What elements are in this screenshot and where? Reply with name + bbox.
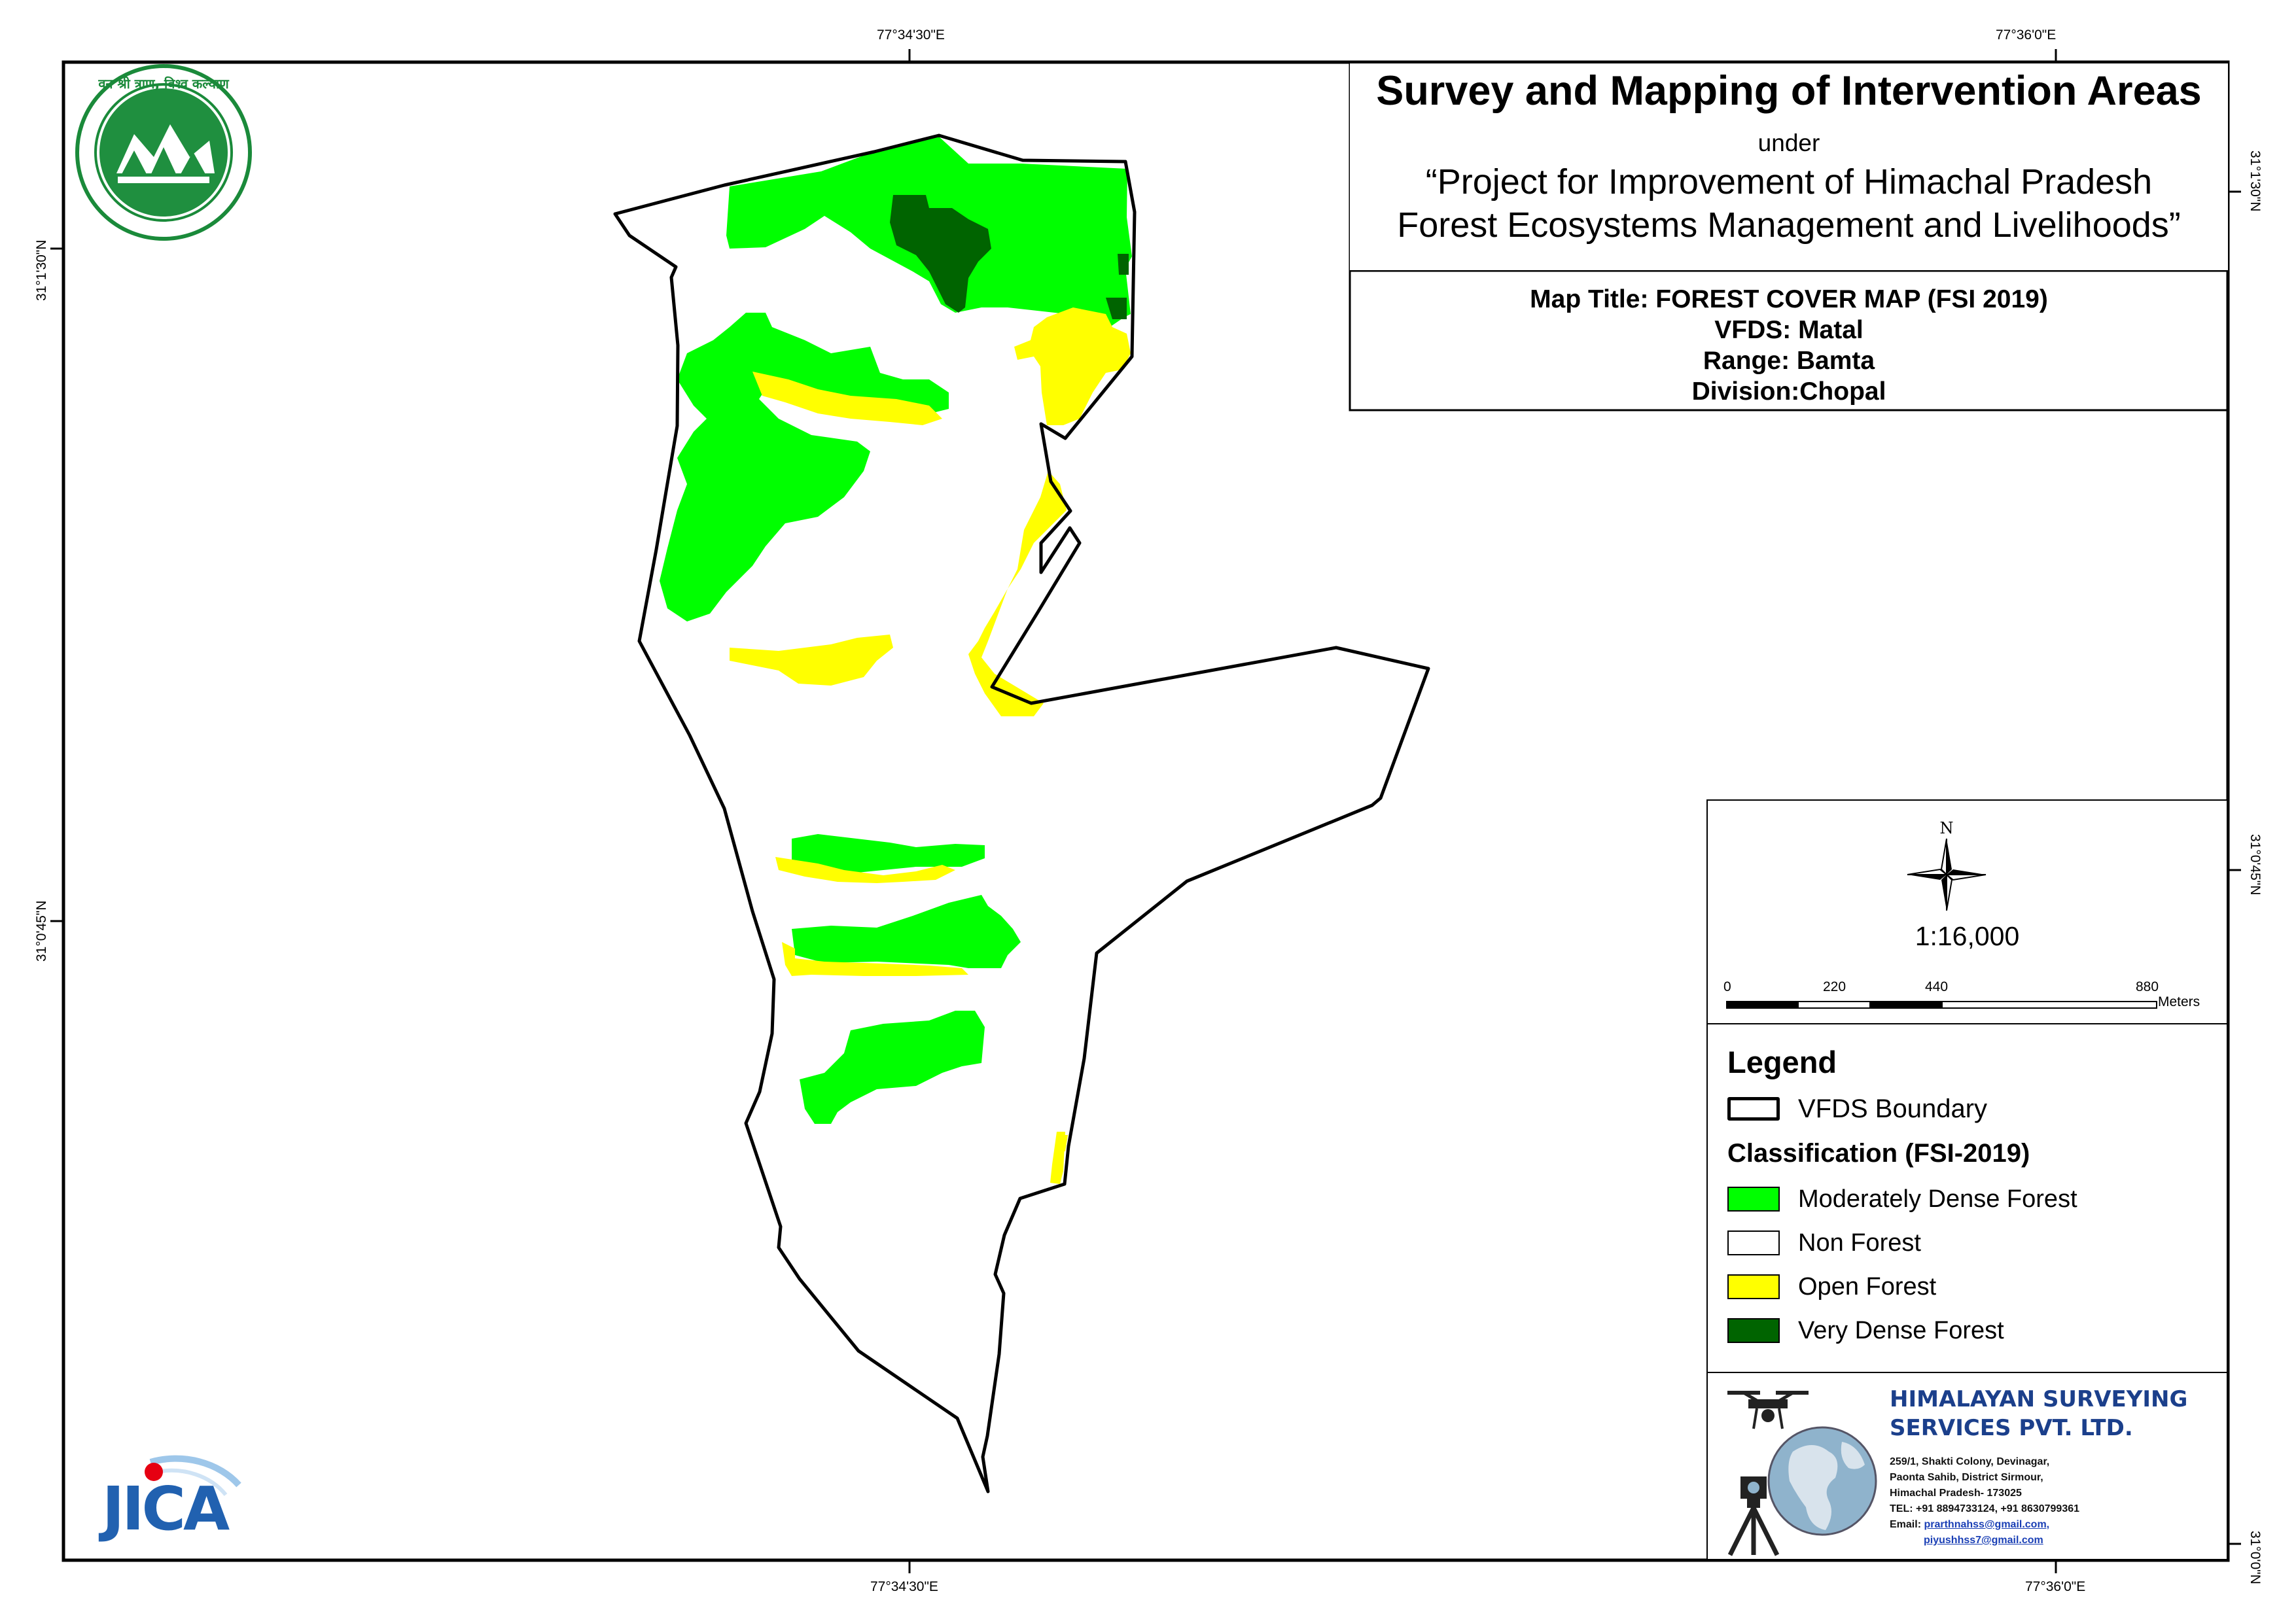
label-right-lower: 31°0'0"N — [2248, 1531, 2263, 1584]
mdf-patch-west — [660, 313, 949, 621]
email-prefix: Email: — [1890, 1519, 1922, 1530]
title-panel: Survey and Mapping of Intervention Areas… — [1350, 63, 2228, 270]
vfds-text: VFDS: Matal — [1714, 316, 1863, 344]
north-label: N — [1940, 819, 1954, 837]
legend-heading: Legend — [1727, 1045, 1837, 1079]
email-link-1[interactable]: prarthnahss@gmail.com, — [1924, 1519, 2050, 1530]
scale-tick-440: 440 — [1925, 979, 1949, 994]
of-patch-ne — [1014, 307, 1131, 425]
email-link-2[interactable]: piyushhss7@gmail.com — [1924, 1535, 2043, 1546]
address-line-2: Paonta Sahib, District Sirmour, — [1890, 1472, 2043, 1483]
vfds-boundary-outline — [613, 133, 1430, 1493]
boundary-swatch — [1727, 1097, 1780, 1121]
legend-separator-2 — [1708, 1372, 2227, 1373]
division-text: Division:Chopal — [1691, 377, 1886, 406]
project-name: “Project for Improvement of Himachal Pra… — [1350, 160, 2228, 247]
legend-item-moderately-dense: Moderately Dense Forest — [1727, 1184, 2077, 1214]
mdf-patch-south — [800, 1011, 985, 1124]
vdf-patch-3 — [1106, 298, 1127, 319]
map-under-text: under — [1757, 130, 1820, 156]
scale-tick-0: 0 — [1723, 979, 1731, 994]
moderately-dense-swatch — [1727, 1187, 1780, 1212]
vdf-patch-2 — [1118, 254, 1129, 275]
legend-item-very-dense: Very Dense Forest — [1727, 1316, 2004, 1346]
legend-item-boundary: VFDS Boundary — [1727, 1094, 1987, 1124]
project-line-2: Forest Ecosystems Management and Livelih… — [1397, 205, 2181, 245]
label-top-right: 77°36'0"E — [1996, 27, 2056, 43]
of-patch-west-strip — [752, 372, 942, 425]
classification-heading: Classification (FSI-2019) — [1727, 1139, 2030, 1168]
non-forest-swatch — [1727, 1230, 1780, 1255]
very-dense-label: Very Dense Forest — [1798, 1316, 2004, 1344]
open-forest-label: Open Forest — [1798, 1272, 1937, 1300]
very-dense-forest-patches — [890, 195, 1129, 319]
graticule-ticks — [50, 49, 2241, 1573]
scale-bar — [1726, 1001, 2157, 1009]
scale-ratio: 1:16,000 — [1915, 921, 2020, 951]
legend-panel: N 1:16,000 0 220 440 880 Meters Legend V… — [1706, 799, 2228, 1560]
legend-item-open-forest: Open Forest — [1727, 1272, 1936, 1302]
north-arrow-icon: N — [1907, 819, 1987, 911]
address-line-3: Himachal Pradesh- 173025 — [1890, 1488, 2022, 1499]
company-name: HIMALAYAN SURVEYING SERVICES PVT. LTD. — [1890, 1385, 2187, 1442]
scale-tick-880: 880 — [2136, 979, 2159, 994]
company-name-line-2: SERVICES PVT. LTD. — [1890, 1415, 2133, 1441]
open-forest-patches — [730, 307, 1131, 1184]
boundary-label: VFDS Boundary — [1798, 1094, 1988, 1123]
company-email-line-2: piyushhss7@gmail.com — [1890, 1533, 2079, 1548]
non-forest-label: Non Forest — [1798, 1229, 1921, 1257]
label-bottom-left: 77°34'30"E — [870, 1579, 938, 1594]
jica-logo — [145, 1455, 241, 1496]
scale-tick-220: 220 — [1823, 979, 1846, 994]
company-block: HIMALAYAN SURVEYING SERVICES PVT. LTD. 2… — [1708, 1372, 2227, 1559]
legend-separator-1 — [1708, 1023, 2227, 1024]
label-right-middle: 31°0'45"N — [2248, 834, 2263, 895]
mdf-patch-mid2 — [792, 895, 1021, 968]
project-line-1: “Project for Improvement of Himachal Pra… — [1425, 162, 2153, 201]
label-left-lower: 31°0'45"N — [34, 901, 49, 962]
label-right-upper: 31°1'30"N — [2248, 150, 2263, 211]
moderately-dense-label: Moderately Dense Forest — [1798, 1185, 2077, 1213]
scale-unit: Meters — [2158, 994, 2200, 1009]
survey-equipment-logo — [1727, 1391, 1877, 1556]
very-dense-swatch — [1727, 1318, 1780, 1343]
address-line-1: 259/1, Shakti Colony, Devinagar, — [1890, 1456, 2050, 1467]
legend-item-non-forest: Non Forest — [1727, 1228, 1921, 1258]
vdf-patch-1 — [890, 195, 991, 313]
of-patch-mid1-edge — [775, 857, 955, 883]
company-address: 259/1, Shakti Colony, Devinagar, Paonta … — [1890, 1454, 2079, 1548]
of-patch-south-edge — [1050, 1132, 1065, 1184]
mdf-patch-mid1 — [792, 834, 985, 873]
map-main-title: Survey and Mapping of Intervention Areas — [1376, 68, 2202, 114]
label-bottom-right: 77°36'0"E — [2025, 1579, 2085, 1594]
map-title-text: Map Title: FOREST COVER MAP (FSI 2019) — [1530, 285, 2048, 313]
label-top-left: 77°34'30"E — [877, 27, 945, 43]
company-phone: TEL: +91 8894733124, +91 8630799361 — [1890, 1503, 2080, 1514]
open-forest-swatch — [1727, 1274, 1780, 1299]
range-text: Range: Bamta — [1703, 347, 1875, 375]
graticule-labels: 77°34'30"E 77°36'0"E 77°34'30"E 77°36'0"… — [34, 27, 2263, 1594]
seal-text: वन श्री त्राण, विश्व कल्याण — [97, 76, 230, 92]
of-patch-mid2-edge — [782, 942, 968, 976]
company-name-line-1: HIMALAYAN SURVEYING — [1890, 1386, 2188, 1412]
jica-wordmark: JICA — [102, 1474, 230, 1544]
company-email-line-1: Email: prarthnahss@gmail.com, — [1890, 1517, 2079, 1533]
of-patch-mid — [968, 471, 1067, 716]
map-neatline — [62, 60, 2230, 1562]
forest-dept-seal-logo: वन श्री त्राण, विश्व कल्याण — [75, 64, 252, 241]
map-info-block: Map Title: FOREST COVER MAP (FSI 2019) V… — [1350, 275, 2228, 411]
label-left-upper: 31°1'30"N — [34, 240, 49, 301]
of-patch-center — [730, 635, 893, 686]
